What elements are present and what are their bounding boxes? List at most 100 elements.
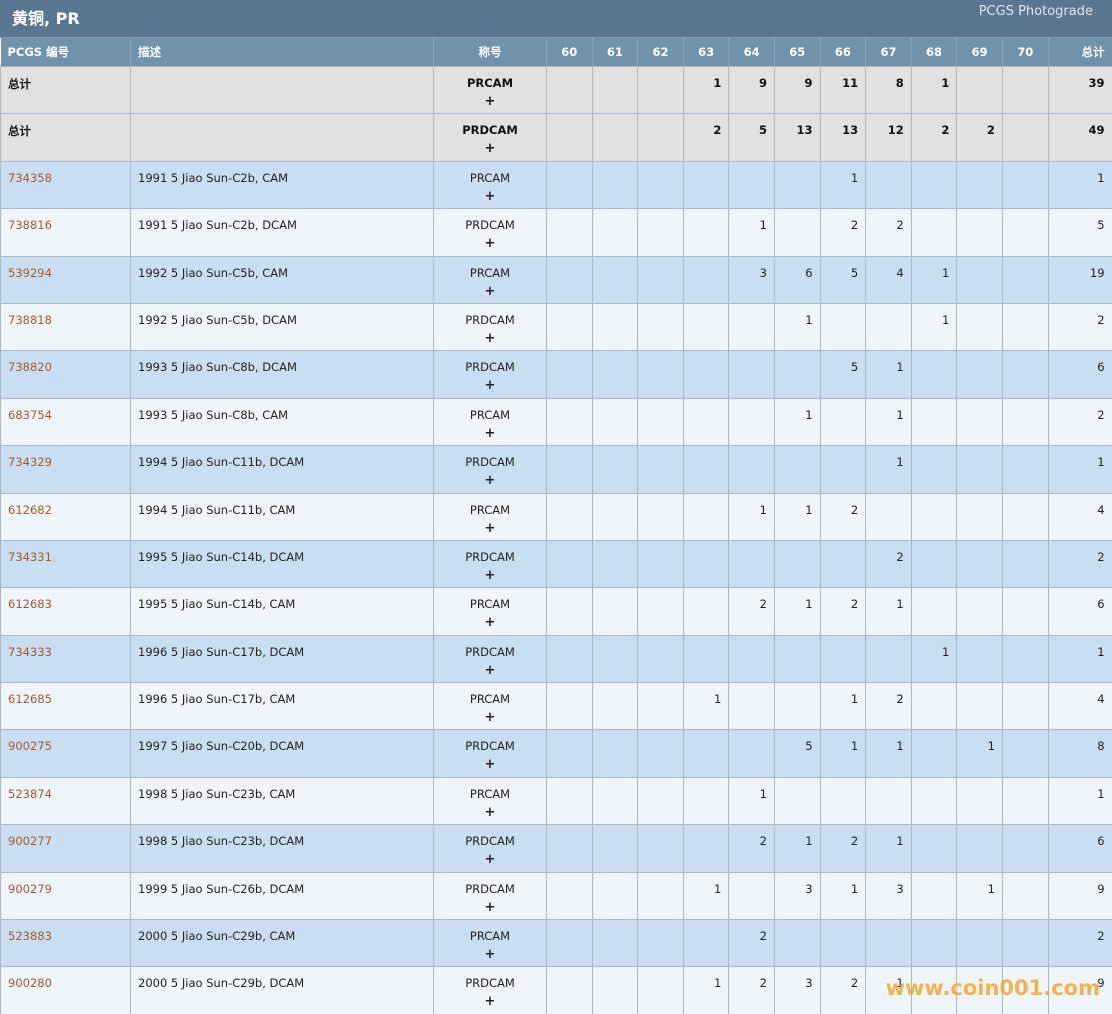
pcgs-id-link[interactable]: 738820 xyxy=(8,360,52,375)
expand-button[interactable]: + xyxy=(484,567,496,583)
designation: PRDCAM xyxy=(465,881,515,896)
expand-button[interactable]: + xyxy=(484,94,496,109)
grade-count: 1 xyxy=(773,587,821,636)
grade-count: 1 xyxy=(728,776,775,826)
pcgs-id-link[interactable]: 523874 xyxy=(8,786,52,801)
grade-count: 3 xyxy=(773,966,821,1014)
row-total: 5 xyxy=(1047,208,1112,257)
grade-count xyxy=(1001,160,1049,210)
pcgs-id-link[interactable]: 683754 xyxy=(8,407,52,422)
grade-count xyxy=(591,682,639,731)
pcgs-id-link[interactable]: 738816 xyxy=(8,218,52,233)
grade-count: 1 xyxy=(773,824,821,873)
grade-count xyxy=(637,302,684,352)
pcgs-id-link[interactable]: 900280 xyxy=(8,976,52,991)
grade-count: 1 xyxy=(910,255,958,304)
grade-count xyxy=(865,492,912,541)
grade-count xyxy=(819,776,867,826)
grade-count: 2 xyxy=(728,587,775,636)
pcgs-id-link[interactable]: 900277 xyxy=(8,834,52,849)
expand-button[interactable]: + xyxy=(484,710,496,726)
description: 1995 5 Jiao Sun-C14b, CAM xyxy=(130,587,434,636)
pcgs-id-link[interactable]: 612685 xyxy=(8,692,52,707)
grade-count xyxy=(910,682,958,731)
total-label: 总计 xyxy=(0,113,131,162)
grade-count xyxy=(1001,587,1049,636)
expand-button[interactable]: + xyxy=(484,236,496,252)
expand-button[interactable]: + xyxy=(484,520,496,536)
pcgs-id-link[interactable]: 523883 xyxy=(8,929,52,944)
grade-count xyxy=(682,634,730,684)
designation-cell: PRDCAM + xyxy=(433,634,547,684)
expand-button[interactable]: + xyxy=(484,757,496,773)
id-cell: 734329 xyxy=(0,445,131,494)
grade-count xyxy=(546,539,593,589)
grade-count xyxy=(819,397,867,447)
grade-count: 6 xyxy=(773,255,821,304)
grade-count xyxy=(819,634,867,684)
designation: PRDCAM xyxy=(465,218,515,233)
description: 1991 5 Jiao Sun-C2b, CAM xyxy=(130,160,434,210)
expand-button[interactable]: + xyxy=(484,378,496,394)
pcgs-id-link[interactable]: 734333 xyxy=(8,644,52,659)
grade-count xyxy=(728,539,775,589)
grade-count: 1 xyxy=(773,302,821,352)
expand-button[interactable]: + xyxy=(484,852,496,868)
column-header: 63 xyxy=(683,38,730,67)
grade-count xyxy=(910,350,958,399)
expand-button[interactable]: + xyxy=(484,330,496,346)
designation: PRDCAM xyxy=(465,549,515,564)
designation-cell: PRDCAM + xyxy=(433,966,547,1014)
grade-count xyxy=(591,587,639,636)
pcgs-id-link[interactable]: 734331 xyxy=(8,549,52,564)
pcgs-id-link[interactable]: 734329 xyxy=(8,455,52,470)
expand-button[interactable]: + xyxy=(484,425,496,441)
pcgs-id-link[interactable]: 612683 xyxy=(8,597,52,612)
grade-count: 2 xyxy=(819,492,867,541)
pcgs-id-link[interactable]: 612682 xyxy=(8,502,52,517)
grade-count xyxy=(682,587,730,636)
data-row: 734329 1994 5 Jiao Sun-C11b, DCAM PRDCAM +1… xyxy=(0,445,1112,494)
row-total: 2 xyxy=(1047,539,1112,589)
grade-count: 5 xyxy=(728,113,775,162)
pcgs-id-link[interactable]: 539294 xyxy=(8,265,52,280)
expand-button[interactable]: + xyxy=(484,994,496,1010)
designation-cell: PRCAM + xyxy=(433,776,547,826)
expand-button[interactable]: + xyxy=(484,615,496,631)
data-row: 539294 1992 5 Jiao Sun-C5b, CAM PRCAM +3 6 5 4… xyxy=(0,255,1112,304)
grade-count xyxy=(591,824,639,873)
pcgs-id-link[interactable]: 738818 xyxy=(8,312,52,327)
grade-count xyxy=(956,776,1003,826)
grade-count xyxy=(682,824,730,873)
expand-button[interactable]: + xyxy=(484,283,496,299)
grade-count xyxy=(682,776,730,826)
total-row: 总计 PRDCAM +2 5 13 13 12 2 2 49 xyxy=(0,113,1112,162)
description: 1999 5 Jiao Sun-C26b, DCAM xyxy=(130,871,434,921)
grade-count xyxy=(546,113,593,162)
designation-cell: PRCAM + xyxy=(433,397,547,447)
grade-count xyxy=(1001,445,1049,494)
grade-count: 2 xyxy=(728,919,775,968)
expand-button[interactable]: + xyxy=(484,662,496,678)
grade-count xyxy=(637,729,684,778)
row-total: 2 xyxy=(1047,302,1112,352)
expand-button[interactable]: + xyxy=(484,473,496,489)
grade-count xyxy=(819,302,867,352)
grade-count: 1 xyxy=(865,445,912,494)
designation-cell: PRCAM + xyxy=(433,65,547,115)
grade-count: 2 xyxy=(865,539,912,589)
expand-button[interactable]: + xyxy=(484,947,496,963)
pcgs-id-link[interactable]: 734358 xyxy=(8,170,52,185)
designation: PRDCAM xyxy=(462,123,518,138)
grade-count xyxy=(910,587,958,636)
pcgs-id-link[interactable]: 900279 xyxy=(8,881,52,896)
grade-count xyxy=(956,302,1003,352)
pcgs-id-link[interactable]: 900275 xyxy=(8,739,52,754)
designation: PRCAM xyxy=(469,265,511,280)
designation-cell: PRCAM + xyxy=(433,255,547,304)
description: 1994 5 Jiao Sun-C11b, DCAM xyxy=(130,445,434,494)
expand-button[interactable]: + xyxy=(484,804,496,820)
expand-button[interactable]: + xyxy=(484,188,496,204)
expand-button[interactable]: + xyxy=(484,899,496,915)
expand-button[interactable]: + xyxy=(484,141,496,157)
